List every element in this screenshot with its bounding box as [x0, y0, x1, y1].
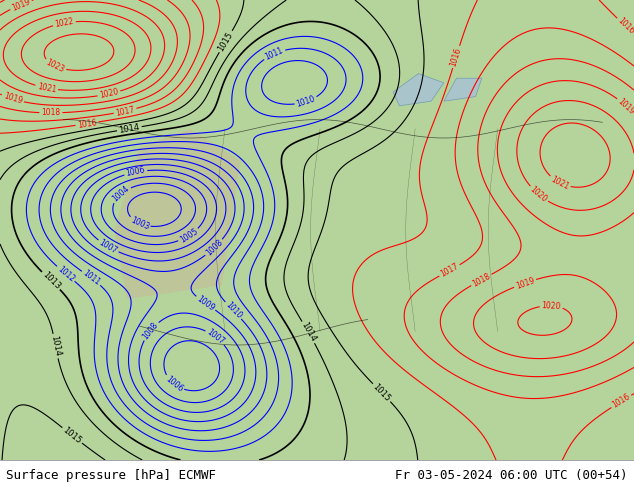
Text: 1015: 1015: [371, 382, 392, 403]
Text: 1021: 1021: [549, 174, 571, 191]
Text: 1018: 1018: [41, 108, 60, 118]
Text: 1020: 1020: [541, 301, 561, 311]
Text: 1016: 1016: [611, 392, 632, 410]
Text: 1016: 1016: [616, 17, 634, 36]
Text: Fr 03-05-2024 06:00 UTC (00+54): Fr 03-05-2024 06:00 UTC (00+54): [395, 468, 628, 482]
Text: 1016: 1016: [449, 47, 463, 68]
Text: 1004: 1004: [110, 184, 131, 204]
Text: 1015: 1015: [216, 30, 235, 53]
FancyBboxPatch shape: [158, 221, 634, 490]
Text: 1021: 1021: [36, 82, 57, 94]
Text: 1022: 1022: [54, 17, 75, 29]
Text: 1006: 1006: [126, 166, 146, 178]
Text: 1019: 1019: [616, 97, 634, 116]
Text: 1003: 1003: [129, 216, 151, 232]
Text: 1023: 1023: [44, 58, 66, 74]
Text: 1017: 1017: [439, 262, 460, 279]
Text: 1009: 1009: [195, 294, 216, 313]
Text: 1014: 1014: [299, 321, 318, 343]
Text: 1018: 1018: [471, 271, 492, 289]
Text: 1008: 1008: [204, 238, 224, 258]
Text: 1007: 1007: [205, 327, 226, 346]
Text: 1014: 1014: [119, 122, 141, 135]
Text: 1019: 1019: [2, 92, 23, 106]
Polygon shape: [114, 129, 241, 299]
Text: Surface pressure [hPa] ECMWF: Surface pressure [hPa] ECMWF: [6, 468, 216, 482]
Text: 1011: 1011: [81, 269, 101, 288]
Text: 1016: 1016: [77, 118, 97, 129]
Text: 1007: 1007: [98, 238, 119, 255]
Text: 1011: 1011: [264, 46, 285, 62]
Text: 1015: 1015: [61, 425, 83, 445]
Text: 1010: 1010: [295, 94, 316, 109]
Text: 1005: 1005: [178, 227, 199, 245]
Text: 1019: 1019: [10, 0, 32, 12]
Text: 1012: 1012: [56, 264, 76, 284]
Text: 1019: 1019: [514, 276, 536, 291]
Text: 1020: 1020: [528, 185, 549, 204]
Polygon shape: [393, 74, 444, 106]
Text: 1013: 1013: [40, 270, 61, 292]
Text: 1010: 1010: [223, 300, 243, 320]
FancyBboxPatch shape: [368, 46, 634, 490]
Text: 1020: 1020: [99, 87, 119, 100]
Text: 1008: 1008: [141, 320, 160, 341]
Text: 1006: 1006: [164, 374, 184, 393]
Text: 1017: 1017: [115, 105, 136, 118]
FancyBboxPatch shape: [0, 0, 266, 490]
Polygon shape: [444, 78, 482, 101]
Text: 1014: 1014: [49, 335, 62, 357]
